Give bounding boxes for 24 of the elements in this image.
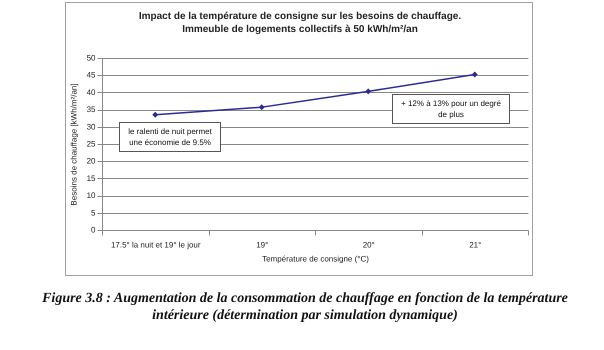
- point: [365, 88, 372, 94]
- y-tick-label: 40: [86, 88, 96, 97]
- y-tick-label: 35: [86, 105, 96, 114]
- point: [258, 104, 265, 110]
- x-axis-title: Température de consigne (°C): [262, 254, 370, 264]
- x-tick-label: 19°: [256, 240, 268, 250]
- note-box: le ralenti de nuit permet une économie de 9.5%: [119, 122, 221, 152]
- chart-title: Impact de la température de consigne sur les besoins de chauffage. Immeuble de logements collectifs à 50 kWh/m²/an: [138, 10, 462, 36]
- y-tick-label: 30: [86, 122, 96, 132]
- caption: Figure 3.8 : Augmentation de la consommation de chauffage en fonction de la température intérieure (détermination par simulation dynamique): [41, 290, 569, 324]
- y-tick-label: 5: [91, 208, 96, 218]
- y-tick-label: 25: [86, 140, 96, 148]
- y-axis-title: Besoins de chauffage [kWh/m²/an]: [70, 83, 79, 206]
- point: [472, 72, 478, 78]
- note-box: + 12% à 13% pour un degré de plus: [392, 94, 510, 124]
- y-tick-label: 0: [91, 226, 96, 234]
- y-tick-label: 15: [86, 174, 96, 183]
- y-tick-label: 20: [86, 156, 96, 166]
- x-tick-label: 17.5° la nuit et 19° le jour: [110, 240, 201, 250]
- y-tick-label: 50: [86, 54, 96, 62]
- y-tick-label: 10: [86, 191, 96, 200]
- x-tick-label: 21°: [469, 240, 482, 250]
- x-tick-label: 20°: [362, 240, 375, 250]
- y-tick-label: 45: [86, 70, 96, 80]
